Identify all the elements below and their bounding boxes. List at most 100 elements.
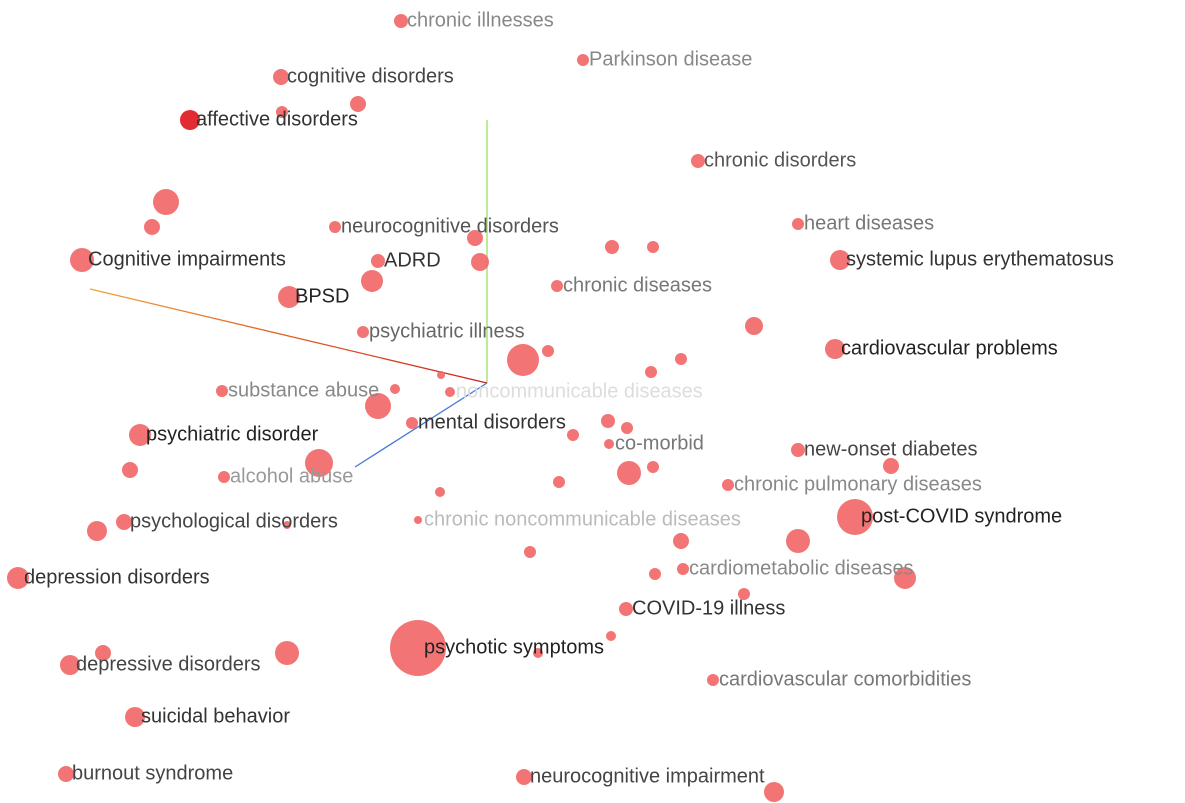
point[interactable]	[275, 641, 299, 665]
point[interactable]	[837, 499, 873, 535]
point[interactable]	[617, 461, 641, 485]
point[interactable]	[70, 248, 94, 272]
point-label: COVID-19 illness	[632, 597, 785, 619]
point-label: BPSD	[295, 285, 349, 307]
point-label: chronic disorders	[704, 149, 856, 171]
point[interactable]	[621, 422, 633, 434]
point[interactable]	[764, 782, 784, 802]
z-axis	[354, 382, 488, 468]
point[interactable]	[273, 69, 289, 85]
point[interactable]	[406, 417, 418, 429]
point[interactable]	[390, 384, 400, 394]
point[interactable]	[153, 189, 179, 215]
point[interactable]	[95, 645, 111, 661]
point-label: post-COVID syndrome	[861, 505, 1062, 527]
point[interactable]	[604, 439, 614, 449]
point[interactable]	[357, 326, 369, 338]
point-label: cognitive disorders	[287, 65, 454, 87]
point[interactable]	[567, 429, 579, 441]
point[interactable]	[144, 219, 160, 235]
point[interactable]	[60, 655, 80, 675]
point[interactable]	[122, 462, 138, 478]
point[interactable]	[329, 221, 341, 233]
point[interactable]	[601, 414, 615, 428]
point[interactable]	[125, 707, 145, 727]
point-label: systemic lupus erythematosus	[846, 248, 1114, 270]
point[interactable]	[437, 371, 445, 379]
point[interactable]	[553, 476, 565, 488]
point[interactable]	[507, 344, 539, 376]
point[interactable]	[305, 449, 333, 477]
point-label: burnout syndrome	[72, 762, 233, 784]
point[interactable]	[7, 567, 29, 589]
point[interactable]	[218, 471, 230, 483]
point[interactable]	[394, 14, 408, 28]
point-label: ADRD	[384, 249, 441, 271]
point[interactable]	[825, 339, 845, 359]
point[interactable]	[278, 286, 300, 308]
point[interactable]	[283, 521, 291, 529]
point[interactable]	[365, 393, 391, 419]
point[interactable]	[619, 602, 633, 616]
point[interactable]	[786, 529, 810, 553]
point-label: psychological disorders	[130, 510, 338, 532]
point[interactable]	[129, 424, 151, 446]
point-label: cardiovascular comorbidities	[719, 668, 971, 690]
point[interactable]	[276, 106, 288, 118]
point[interactable]	[577, 54, 589, 66]
point[interactable]	[445, 387, 455, 397]
point-label: neurocognitive disorders	[341, 215, 559, 237]
point-label: chronic pulmonary diseases	[734, 473, 982, 495]
point[interactable]	[830, 250, 850, 270]
point[interactable]	[792, 218, 804, 230]
point[interactable]	[516, 769, 532, 785]
point[interactable]	[414, 516, 422, 524]
point[interactable]	[87, 521, 107, 541]
point[interactable]	[180, 110, 200, 130]
point-label: chronic illnesses	[407, 9, 554, 31]
point-label: Cognitive impairments	[88, 248, 286, 270]
point[interactable]	[645, 366, 657, 378]
point[interactable]	[361, 270, 383, 292]
point[interactable]	[738, 588, 750, 600]
point[interactable]	[606, 631, 616, 641]
point[interactable]	[435, 487, 445, 497]
point[interactable]	[533, 648, 543, 658]
point-label: new-onset diabetes	[804, 438, 977, 460]
point[interactable]	[883, 458, 899, 474]
point[interactable]	[116, 514, 132, 530]
point[interactable]	[350, 96, 366, 112]
point[interactable]	[649, 568, 661, 580]
point-label: cardiometabolic diseases	[689, 557, 914, 579]
labels: chronic illnesses Parkinson disease cognit…	[24, 9, 1114, 787]
point[interactable]	[894, 567, 916, 589]
point-label: chronic noncommunicable diseases	[424, 508, 741, 530]
point[interactable]	[647, 461, 659, 473]
point[interactable]	[542, 345, 554, 357]
point[interactable]	[58, 766, 74, 782]
point[interactable]	[390, 620, 446, 676]
point[interactable]	[722, 479, 734, 491]
point[interactable]	[691, 154, 705, 168]
point[interactable]	[551, 280, 563, 292]
point[interactable]	[677, 563, 689, 575]
point[interactable]	[745, 317, 763, 335]
point[interactable]	[471, 253, 489, 271]
point-label: alcohol abuse	[230, 465, 353, 487]
point-label: co-morbid	[615, 432, 704, 454]
point[interactable]	[675, 353, 687, 365]
point-label: Parkinson disease	[589, 48, 752, 70]
point[interactable]	[647, 241, 659, 253]
point[interactable]	[371, 254, 385, 268]
point-label: heart diseases	[804, 212, 934, 234]
point[interactable]	[216, 385, 228, 397]
x-axis	[89, 288, 488, 384]
point[interactable]	[605, 240, 619, 254]
point[interactable]	[673, 533, 689, 549]
point-label: affective disorders	[196, 108, 358, 130]
point[interactable]	[524, 546, 536, 558]
point[interactable]	[707, 674, 719, 686]
point[interactable]	[791, 443, 805, 457]
point[interactable]	[467, 230, 483, 246]
